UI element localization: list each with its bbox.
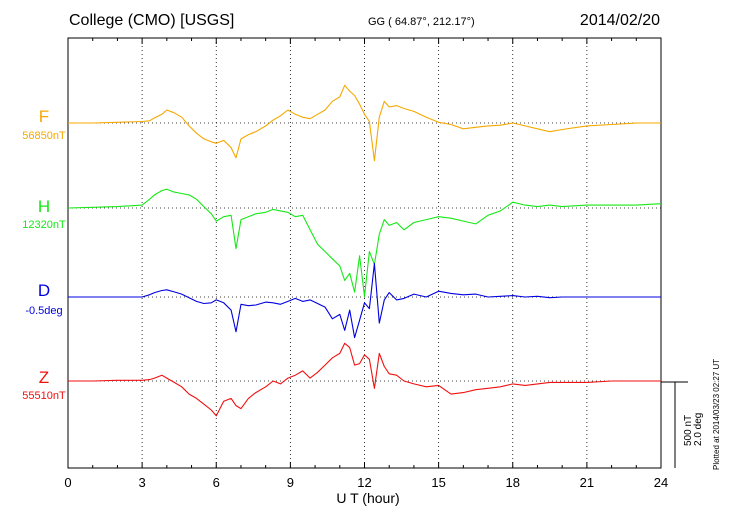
- trace-label-f: F: [38, 107, 50, 126]
- x-axis: 0 3 6 9 12 15 18 21 24: [64, 38, 668, 490]
- x-tick-label-0: 0: [64, 475, 71, 490]
- x-tick-label-21: 21: [580, 475, 594, 490]
- x-tick-label-24: 24: [654, 475, 668, 490]
- trace-baseline-f: 56850nT: [22, 130, 66, 142]
- trace-line-z: [68, 342, 661, 417]
- trace-label-z: Z: [38, 368, 50, 387]
- date-label: 2014/02/20: [579, 12, 660, 29]
- x-tick-label-3: 3: [139, 475, 146, 490]
- station-title: College (CMO) [USGS]: [69, 12, 235, 29]
- x-tick-label-15: 15: [431, 475, 445, 490]
- scale-bar: [661, 381, 688, 468]
- grid: [68, 38, 661, 468]
- scale-bar-line2: 2.0 deg: [693, 412, 704, 446]
- trace-line-f: [68, 84, 661, 162]
- trace-line-h: [67, 188, 662, 297]
- trace-label-h: H: [37, 197, 51, 216]
- geographic-coords: GG ( 64.87°, 212.17°): [368, 16, 475, 28]
- trace-lines: [67, 84, 662, 417]
- x-axis-label: U T (hour): [336, 490, 399, 506]
- x-tick-label-18: 18: [506, 475, 520, 490]
- trace-line-d: [68, 263, 661, 339]
- x-tick-label-12: 12: [357, 475, 371, 490]
- scale-bar-label: 500 nT 2.0 deg: [683, 412, 704, 446]
- x-tick-label-6: 6: [213, 475, 220, 490]
- trace-baseline-d: -0.5deg: [25, 305, 63, 317]
- x-tick-label-9: 9: [287, 475, 294, 490]
- trace-baseline-z: 55510nT: [22, 390, 66, 402]
- plotted-timestamp: Plotted at 2014/03/23 02:27 UT: [712, 358, 721, 470]
- trace-baseline-h: 12320nT: [22, 219, 66, 231]
- trace-label-d: D: [37, 281, 51, 300]
